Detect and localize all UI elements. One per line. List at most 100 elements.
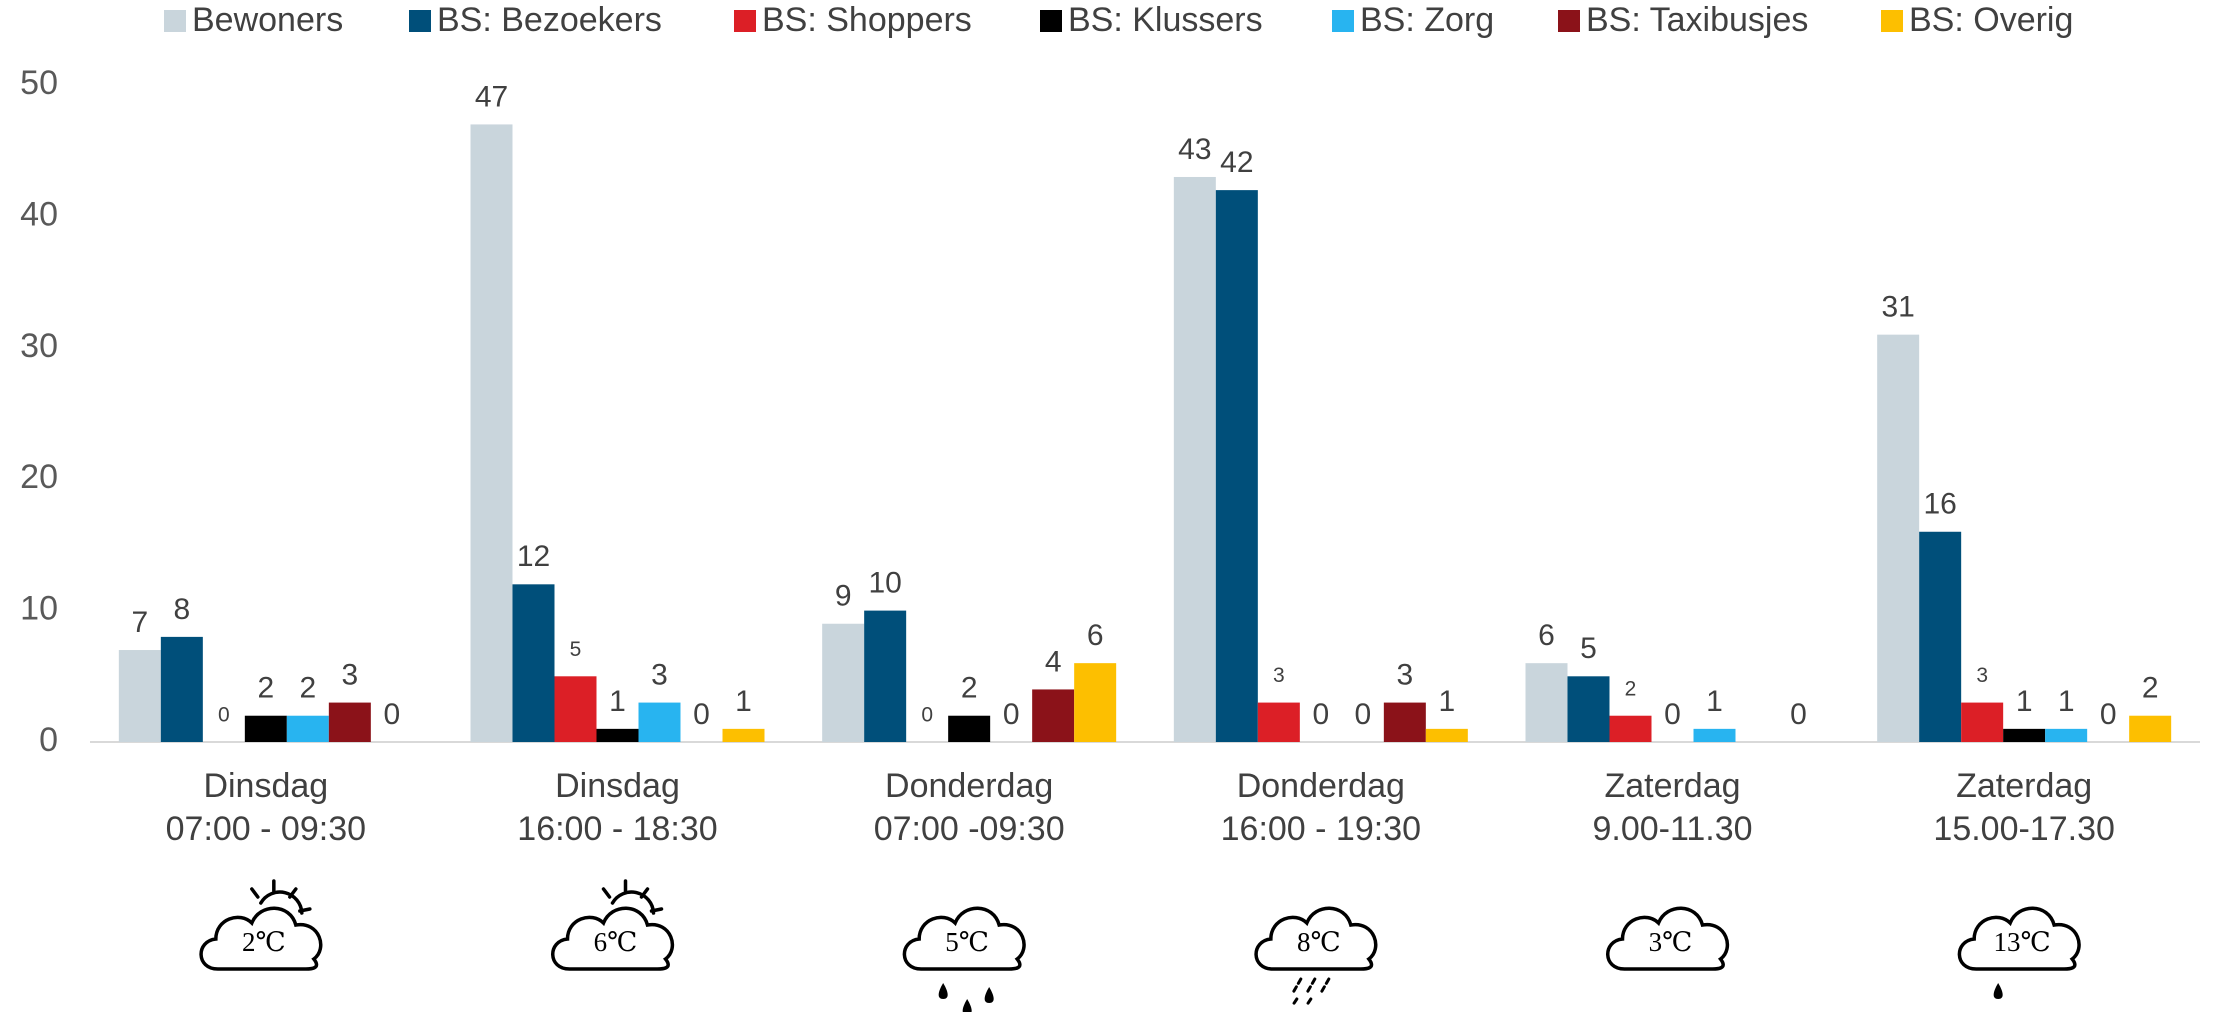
value-label: 0: [1003, 698, 1020, 731]
bar: [1173, 176, 1216, 743]
legend-label: Bewoners: [192, 1, 343, 39]
value-label: 1: [1438, 685, 1455, 718]
temperature: 2℃: [242, 927, 286, 957]
x-tick-label: 16:00 - 18:30: [517, 810, 717, 848]
legend-label: BS: Shoppers: [762, 1, 972, 39]
weather-icon: [1957, 906, 2081, 999]
bar: [160, 636, 203, 742]
value-label: 6: [1538, 619, 1555, 652]
value-label: 2: [257, 672, 274, 705]
bar: [596, 728, 639, 742]
value-label: 10: [868, 567, 901, 600]
value-label: 6: [1087, 619, 1104, 652]
value-label: 0: [218, 704, 230, 727]
bar: [1919, 531, 1962, 742]
value-label: 3: [1976, 664, 1988, 687]
legend-swatch: [164, 10, 186, 32]
x-tick-label: Donderdag: [1237, 767, 1405, 805]
x-tick-label: 07:00 -09:30: [874, 810, 1065, 848]
legend-label: BS: Klussers: [1068, 1, 1263, 39]
value-label: 0: [693, 698, 710, 731]
value-label: 8: [173, 593, 190, 626]
x-tick-label: 16:00 - 19:30: [1221, 810, 1421, 848]
value-label: 4: [1045, 645, 1062, 678]
bar: [1074, 663, 1117, 742]
legend-swatch: [1558, 10, 1580, 32]
value-label: 0: [383, 698, 400, 731]
bar: [1032, 689, 1075, 742]
cloud: [551, 906, 675, 971]
weather-icon: [1606, 906, 1730, 971]
rain-streak: [1305, 997, 1313, 1007]
sun-ray: [288, 887, 298, 899]
y-tick-label: 40: [20, 195, 58, 233]
sun: [610, 890, 656, 915]
x-tick-label: Zaterdag: [1956, 767, 2092, 805]
bar: [2003, 728, 2046, 742]
value-label: 1: [2016, 685, 2033, 718]
rain-streak: [1291, 997, 1299, 1007]
y-tick-label: 50: [20, 64, 58, 102]
value-label: 0: [2100, 698, 2117, 731]
value-label: 43: [1178, 133, 1211, 166]
weather-icon: [551, 879, 675, 971]
temperature: 6℃: [594, 927, 638, 957]
legend-label: BS: Overig: [1909, 1, 2073, 39]
cloud: [1606, 906, 1730, 971]
value-label: 16: [1923, 488, 1956, 521]
rain-streak: [1291, 977, 1303, 995]
cloud: [1254, 906, 1378, 971]
bar: [2129, 715, 2172, 742]
sun: [259, 890, 304, 915]
bar: [328, 702, 371, 742]
value-label: 0: [921, 704, 933, 727]
weather-icon: [1254, 906, 1378, 1007]
bar: [1215, 190, 1258, 742]
legend-label: BS: Zorg: [1360, 1, 1494, 39]
bar: [1693, 728, 1736, 742]
bar: [1567, 676, 1610, 742]
value-label: 1: [2058, 685, 2075, 718]
bar: [244, 715, 287, 742]
x-tick-label: Donderdag: [885, 767, 1053, 805]
value-label: 1: [1706, 685, 1723, 718]
x-tick-label: 15.00-17.30: [1933, 810, 2115, 848]
value-label: 3: [341, 659, 358, 692]
legend-label: BS: Bezoekers: [437, 1, 662, 39]
sun-ray: [250, 887, 260, 899]
cloud: [1957, 906, 2081, 971]
x-tick-label: 07:00 - 09:30: [166, 810, 366, 848]
bar: [864, 610, 907, 742]
cloud: [199, 906, 323, 971]
value-label: 47: [475, 80, 508, 113]
legend-swatch: [1332, 10, 1354, 32]
x-tick-label: 9.00-11.30: [1592, 810, 1752, 848]
weather-icon: [199, 879, 323, 971]
bar: [822, 623, 865, 742]
bar: [1525, 663, 1568, 742]
value-label: 5: [570, 638, 582, 661]
value-label: 3: [1273, 664, 1285, 687]
value-label: 12: [517, 540, 550, 573]
temperature: 13℃: [1994, 927, 2051, 957]
bar: [1425, 728, 1468, 742]
value-label: 0: [1354, 698, 1371, 731]
sun-ray: [639, 887, 650, 899]
x-tick-label: Dinsdag: [203, 767, 328, 805]
rain-drop: [938, 983, 948, 999]
value-label: 42: [1220, 146, 1253, 179]
value-label: 2: [2142, 672, 2159, 705]
bar: [118, 650, 161, 742]
y-tick-label: 0: [39, 721, 58, 759]
temperature: 8℃: [1297, 927, 1341, 957]
bar: [948, 715, 991, 742]
y-tick-label: 10: [20, 590, 58, 628]
weather-icon: [902, 906, 1026, 1012]
value-label: 0: [1312, 698, 1329, 731]
rain-drop: [962, 999, 972, 1012]
rain-drop: [1993, 983, 2003, 999]
value-label: 2: [961, 672, 978, 705]
value-label: 1: [735, 685, 752, 718]
value-label: 0: [1790, 698, 1807, 731]
